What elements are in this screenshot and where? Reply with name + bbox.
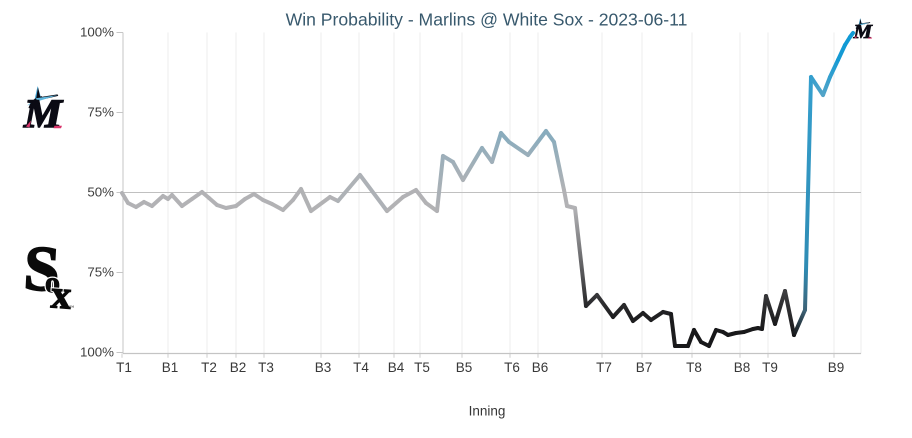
svg-text:B7: B7 — [636, 360, 653, 375]
svg-text:T9: T9 — [762, 360, 778, 375]
svg-text:B6: B6 — [532, 360, 549, 375]
svg-text:Inning: Inning — [469, 404, 506, 419]
svg-text:B1: B1 — [162, 360, 179, 375]
svg-text:100%: 100% — [80, 25, 114, 40]
svg-text:B9: B9 — [828, 360, 845, 375]
svg-text:100%: 100% — [80, 345, 114, 360]
svg-text:B2: B2 — [230, 360, 247, 375]
svg-text:T5: T5 — [414, 360, 430, 375]
svg-text:T3: T3 — [258, 360, 274, 375]
svg-text:B3: B3 — [315, 360, 332, 375]
svg-text:75%: 75% — [87, 105, 114, 120]
svg-text:75%: 75% — [87, 265, 114, 280]
svg-text:50%: 50% — [87, 185, 114, 200]
svg-text:Win Probability - Marlins @ Wh: Win Probability - Marlins @ White Sox - … — [286, 10, 688, 30]
svg-text:T4: T4 — [353, 360, 369, 375]
svg-text:T7: T7 — [596, 360, 612, 375]
svg-text:T1: T1 — [116, 360, 132, 375]
svg-text:T8: T8 — [686, 360, 702, 375]
svg-text:B5: B5 — [456, 360, 473, 375]
svg-text:T6: T6 — [504, 360, 520, 375]
svg-text:T2: T2 — [201, 360, 217, 375]
svg-text:B8: B8 — [734, 360, 751, 375]
svg-text:B4: B4 — [388, 360, 405, 375]
